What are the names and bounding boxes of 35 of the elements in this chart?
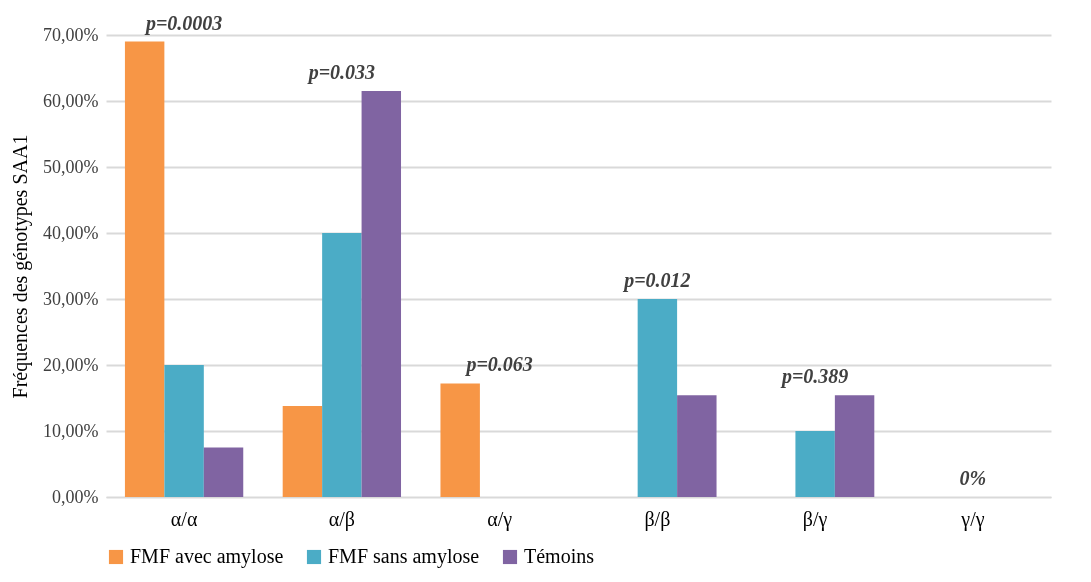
annotation: p=0.063 bbox=[464, 353, 533, 377]
bar bbox=[203, 447, 244, 497]
annotation: p=0.033 bbox=[306, 61, 376, 85]
bar bbox=[677, 395, 717, 497]
bar bbox=[124, 41, 165, 497]
bar bbox=[795, 431, 835, 497]
y-tick-label: 30,00% bbox=[43, 288, 99, 309]
y-tick-label: 50,00% bbox=[43, 156, 99, 177]
x-tick-label: α/β bbox=[328, 507, 355, 531]
y-tick-label: 20,00% bbox=[43, 354, 99, 375]
bar bbox=[361, 91, 402, 497]
legend-label: FMF avec amylose bbox=[130, 545, 284, 568]
y-tick-label: 0,00% bbox=[52, 486, 99, 507]
y-tick-label: 70,00% bbox=[43, 24, 99, 45]
legend-label: FMF sans amylose bbox=[328, 545, 480, 568]
y-tick-label: 40,00% bbox=[43, 222, 99, 243]
y-axis-title: Fréquences des génotypes SAA1 bbox=[9, 134, 33, 399]
y-tick-label: 60,00% bbox=[43, 90, 99, 111]
bar bbox=[282, 405, 323, 497]
x-tick-label: β/γ bbox=[802, 507, 828, 531]
x-tick-label: α/γ bbox=[487, 507, 513, 531]
legend-label: Témoins bbox=[524, 545, 595, 567]
y-tick-label: 10,00% bbox=[43, 420, 99, 441]
x-tick-label: γ/γ bbox=[960, 507, 985, 531]
text: p=0.0003 bbox=[143, 11, 223, 35]
bar bbox=[637, 299, 678, 497]
bar bbox=[164, 365, 204, 497]
annotation: 0% bbox=[959, 467, 987, 489]
bar bbox=[834, 395, 875, 497]
x-tick-label: β/β bbox=[644, 507, 671, 531]
x-tick-label: α/α bbox=[170, 507, 198, 530]
bar bbox=[440, 383, 480, 497]
annotation: p=0.389 bbox=[779, 365, 849, 389]
annotation: p=0.012 bbox=[622, 269, 691, 292]
bar bbox=[322, 233, 362, 497]
